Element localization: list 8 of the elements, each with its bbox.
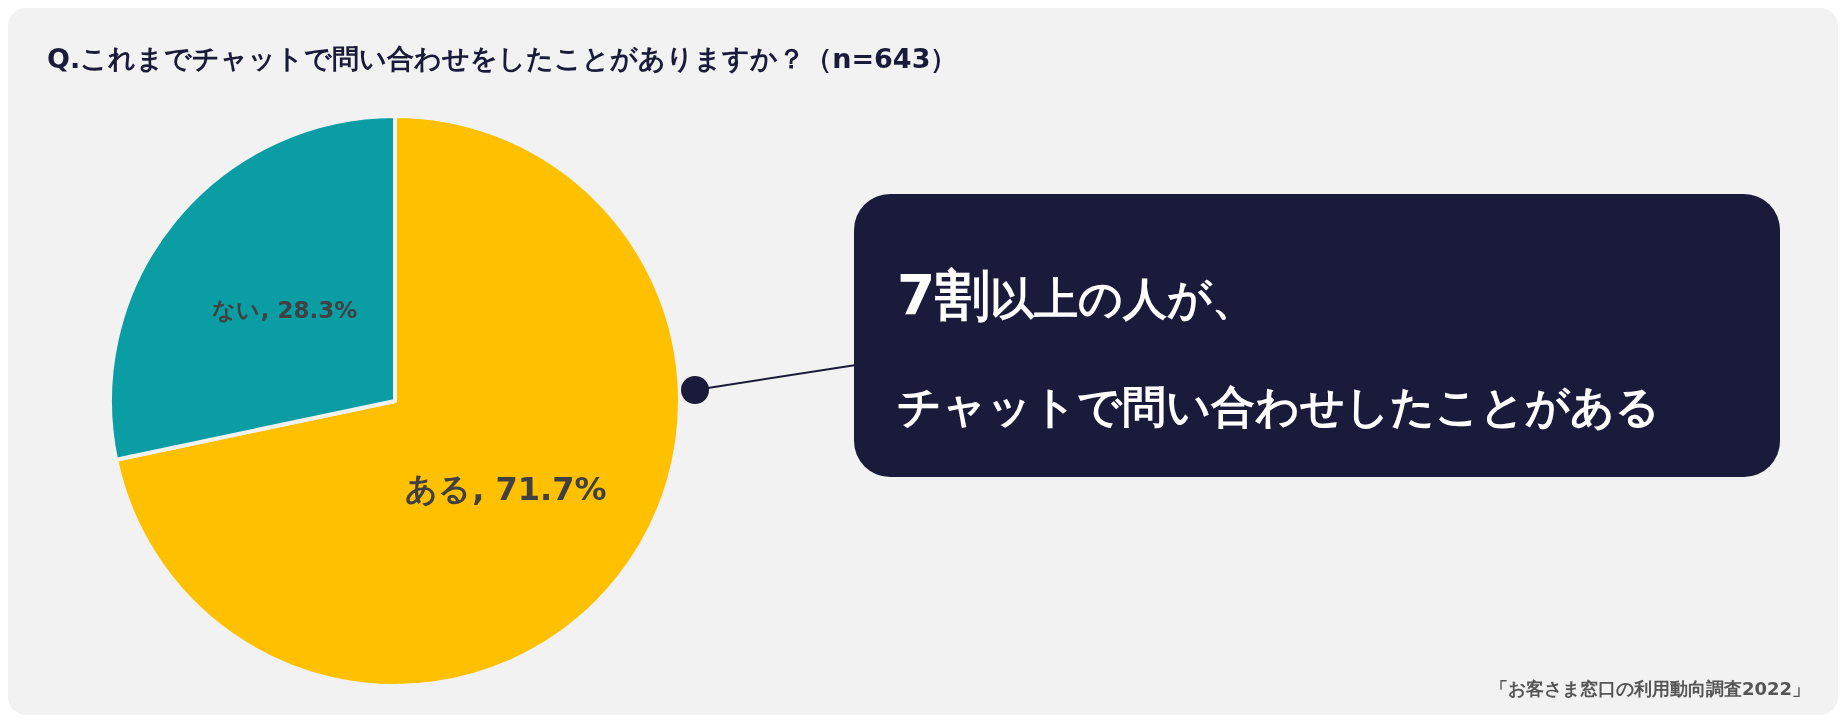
slice-label: ない [211, 296, 260, 323]
data-label: , 71.7% [472, 469, 607, 508]
text: 7割以上の人が、 [897, 263, 1257, 327]
text: チャットで問い合わせしたことがある [897, 381, 1660, 432]
chart-title: Q.これまでチャットで問い合わせをしたことがありますか？（n=643） [47, 43, 958, 74]
text: 「お客さま窓口の利用動向調査2022」 [1489, 678, 1810, 699]
data-label: , 28.3% [260, 296, 358, 323]
slice-label: ある [404, 469, 471, 508]
